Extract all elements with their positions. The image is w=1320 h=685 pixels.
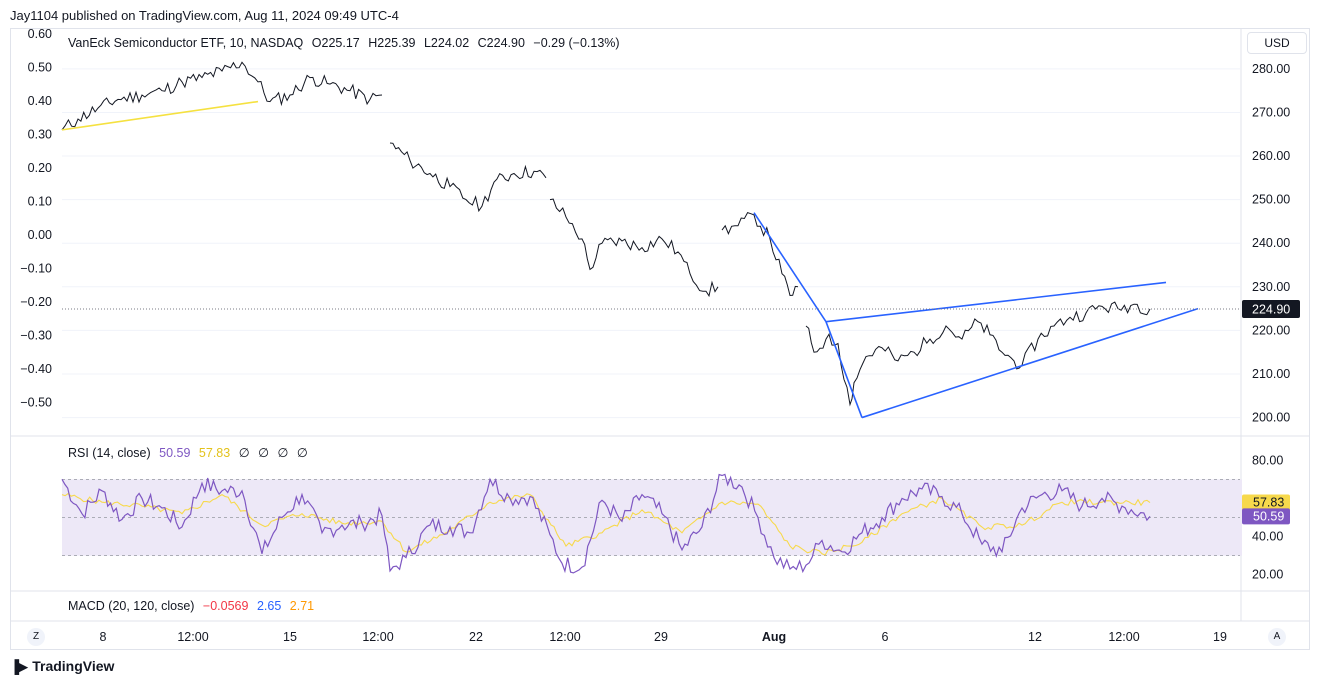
price-line [61, 61, 1151, 407]
rsi-label: RSI (14, close) [68, 446, 151, 460]
price-tick-label: 220.00 [1252, 323, 1290, 337]
price-tick-label: 200.00 [1252, 411, 1290, 425]
close-value: C224.90 [477, 36, 525, 50]
zoom-button[interactable]: Z [27, 628, 45, 646]
time-tick-label: 6 [882, 630, 889, 644]
price-tick-label: 280.00 [1252, 62, 1290, 76]
percent-tick-label: −0.50 [20, 396, 52, 410]
rsi-pane [61, 473, 1242, 574]
signal-value: 2.65 [256, 599, 282, 613]
percent-tick-label: 0.00 [28, 228, 52, 242]
time-tick-label: 12:00 [177, 630, 208, 644]
grid-lines [10, 28, 1310, 622]
blue-trendline [825, 321, 863, 418]
rsi-tick-label: 20.00 [1252, 568, 1283, 582]
time-tick-label: 29 [654, 630, 668, 644]
percent-tick-label: 0.60 [28, 27, 52, 41]
percent-tick-label: 0.10 [28, 195, 52, 209]
currency-button[interactable]: USD [1247, 32, 1307, 54]
price-pane [61, 61, 1240, 419]
main-legend: VanEck Semiconductor ETF, 10, NASDAQ O22… [68, 36, 625, 50]
rsi-ma-tag [1242, 494, 1290, 511]
time-tick-label: 12:00 [1108, 630, 1139, 644]
percent-tick-label: 0.50 [28, 61, 52, 75]
published-caption: Jay1104 published on TradingView.com, Au… [10, 8, 399, 23]
price-tick-label: 250.00 [1252, 193, 1290, 207]
rsi-extra-1: ∅ [258, 446, 269, 460]
axes: 280.00270.00260.00250.00240.00230.00220.… [20, 27, 1300, 644]
percent-tick-label: 0.40 [28, 94, 52, 108]
percent-tick-label: −0.20 [20, 295, 52, 309]
tradingview-logo-icon: ▐▶ [10, 659, 28, 674]
rsi-tag [1242, 508, 1290, 525]
rsi-extra-0: ∅ [238, 446, 250, 460]
chart-frame [10, 28, 1310, 650]
yellow-trendline [61, 100, 259, 131]
time-tick-label: 22 [469, 630, 483, 644]
rsi-ma-tag-label: 57.83 [1253, 496, 1284, 510]
price-tick-label: 230.00 [1252, 280, 1290, 294]
blue-trendline [825, 281, 1167, 323]
percent-tick-label: −0.30 [20, 329, 52, 343]
percent-tick-label: 0.20 [28, 161, 52, 175]
rsi-line [61, 473, 1151, 574]
high-value: H225.39 [368, 36, 416, 50]
rsi-value: 50.59 [159, 446, 191, 460]
time-tick-label: 8 [100, 630, 107, 644]
macd-legend: MACD (20, 120, close) −0.0569 2.65 2.71 [68, 599, 319, 613]
last-price-label: 224.90 [1252, 303, 1290, 317]
time-tick-label: 12:00 [362, 630, 393, 644]
rsi-extra-2: ∅ [277, 446, 289, 460]
percent-tick-label: −0.40 [20, 362, 52, 376]
blue-trendline [753, 212, 827, 323]
open-value: O225.17 [311, 36, 360, 50]
footer-brand: ▐▶ TradingView [10, 658, 114, 675]
rsi-tick-label: 80.00 [1252, 453, 1283, 467]
percent-tick-label: −0.10 [20, 262, 52, 276]
rsi-extra-3: ∅ [296, 446, 308, 460]
time-tick-label: 19 [1213, 630, 1227, 644]
rsi-ma-value: 57.83 [198, 446, 231, 460]
rsi-tag-label: 50.59 [1253, 509, 1284, 523]
hist-value: 2.71 [289, 599, 315, 613]
price-tick-label: 260.00 [1252, 149, 1290, 163]
price-tick-label: 240.00 [1252, 236, 1290, 250]
time-tick-label: 12 [1028, 630, 1042, 644]
percent-tick-label: 0.30 [28, 128, 52, 142]
rsi-ma-line [61, 492, 1151, 556]
symbol-label: VanEck Semiconductor ETF, 10, NASDAQ [68, 36, 304, 50]
brand-text: TradingView [32, 658, 115, 674]
change-value: −0.29 (−0.13%) [533, 36, 620, 50]
low-value: L224.02 [423, 36, 470, 50]
time-tick-label: Aug [762, 630, 786, 644]
blue-trendline [861, 307, 1199, 419]
auto-scale-button[interactable]: A [1268, 628, 1286, 646]
macd-label: MACD (20, 120, close) [68, 599, 195, 613]
price-tick-label: 210.00 [1252, 367, 1290, 381]
time-tick-label: 12:00 [549, 630, 580, 644]
last-price-tag [1242, 300, 1300, 319]
macd-value: −0.0569 [202, 599, 249, 613]
rsi-legend: RSI (14, close) 50.59 57.83 ∅ ∅ ∅ ∅ [68, 445, 313, 460]
price-tick-label: 270.00 [1252, 105, 1290, 119]
time-tick-label: 15 [283, 630, 297, 644]
rsi-tick-label: 40.00 [1252, 530, 1283, 544]
